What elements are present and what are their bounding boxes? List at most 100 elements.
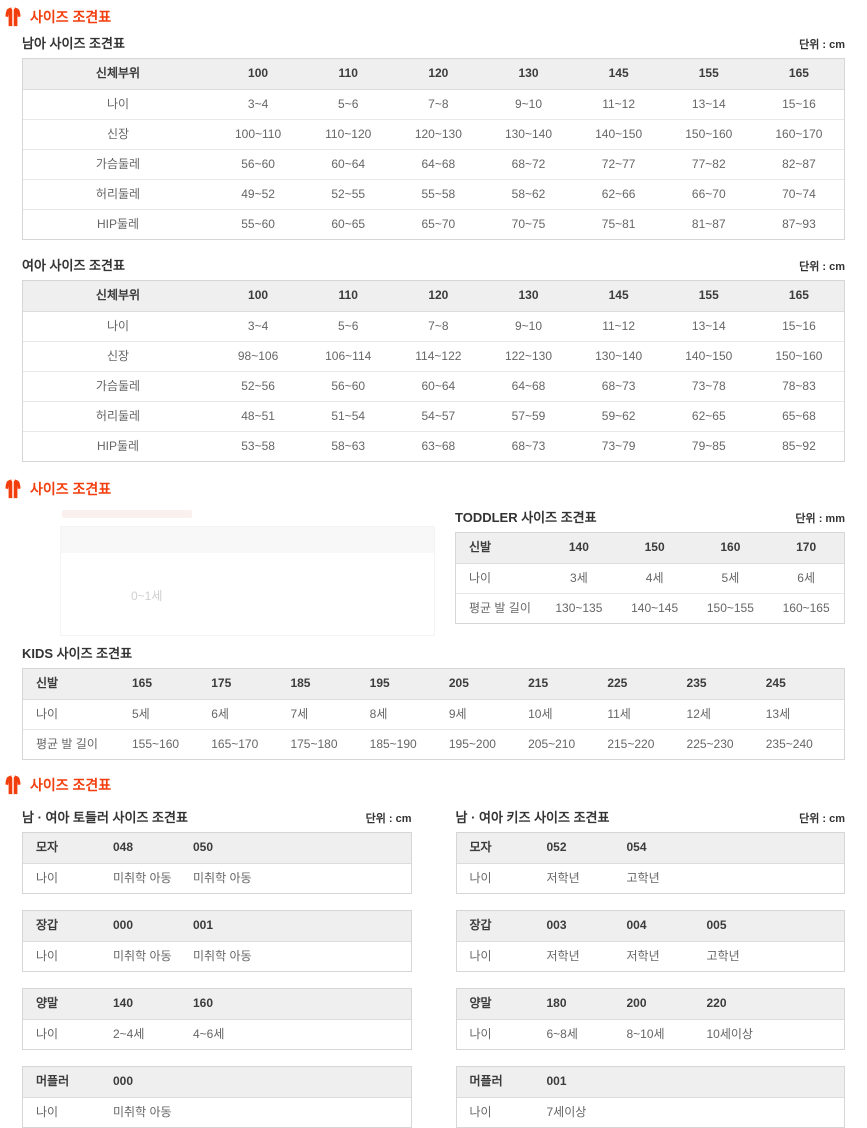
size-table: 장갑 000 001 나이 미취학 아동 미취학 아동 (22, 910, 412, 972)
row-label-cell: 나이 (469, 949, 492, 963)
value-cell: 150~160 (775, 349, 823, 363)
value-cell: 195 (369, 676, 390, 690)
value-cell: 160 (193, 996, 214, 1010)
table-header-row: 모자 052 054 (456, 833, 845, 863)
filler-cell (261, 864, 411, 893)
faded-baby-chart-ghost: 0~1세 (22, 508, 455, 636)
value-cell: 175~180 (290, 737, 338, 751)
row-label-cell: 나이 (36, 949, 59, 963)
value-cell: 15~16 (782, 319, 816, 333)
unit-label: 단위 : cm (799, 813, 845, 825)
value-cell: 140~150 (685, 349, 733, 363)
table-row: 나이 5세 6세 7세 8세 9세 10세 11세 12세 13세 (23, 699, 844, 729)
jacket-icon (5, 775, 21, 795)
section-apparel-sizes: 사이즈 조견표 남아 사이즈 조견표 단위 : cm 신체부위 100 110 120… (0, 0, 867, 462)
value-cell: 000 (113, 1074, 134, 1088)
value-cell: 59~62 (601, 409, 636, 423)
accessory-table-wrap: 장갑 003 004 005 나이 저학년 저학년 고학년 (455, 910, 845, 972)
filler-cell (615, 1067, 845, 1097)
value-cell: 150~155 (706, 601, 754, 615)
value-cell: 130 (518, 288, 539, 302)
value-cell: 155 (698, 288, 719, 302)
value-cell: 106~114 (325, 349, 372, 363)
size-table: 모자 052 054 나이 저학년 고학년 (455, 832, 845, 894)
value-cell: 170 (796, 540, 817, 554)
value-cell: 5~6 (338, 97, 359, 111)
girls-table-title: 여아 사이즈 조견표 (22, 258, 125, 273)
size-table: 양말 140 160 나이 2~4세 4~6세 (22, 988, 412, 1050)
value-cell: 150 (644, 540, 665, 554)
value-cell: 8~10세 (626, 1027, 665, 1041)
section-shoe-sizes: 사이즈 조견표 0~1세 TODDLER 사이즈 조견표 단위 : mm 신발 1… (0, 476, 867, 760)
table-row: HIP둘레 53~58 58~63 63~68 68~73 73~79 79~85 85~92 (23, 431, 844, 461)
kids-accessory-tables-host: 모자 052 054 나이 저학년 고학년 장갑 003 004 005 나이 저학년 저학년 고학년 양말… (455, 832, 845, 1128)
value-cell: 55~60 (241, 217, 275, 231)
kids-table-title: KIDS 사이즈 조견표 (22, 646, 133, 661)
value-cell: 미취학 아동 (113, 949, 172, 963)
unit-label: 단위 : cm (365, 813, 412, 825)
value-cell: 225 (607, 676, 628, 690)
value-cell: 005 (706, 918, 727, 932)
row-label-cell: 장갑 (36, 918, 59, 932)
value-cell: 004 (626, 918, 647, 932)
value-cell: 215 (528, 676, 549, 690)
value-cell: 70~75 (511, 217, 546, 231)
value-cell: 3세 (570, 571, 588, 585)
value-cell: 52~55 (331, 187, 366, 201)
girls-size-table-host: 신체부위 100 110 120 130 145 155 165 나이 3~4 5~6 7~8 9~10… (22, 280, 845, 462)
value-cell: 5세 (132, 707, 150, 721)
table-header-row: 신발 165 175 185 195 205 215 225 235 245 (23, 669, 844, 699)
table-row: 나이 2~4세 4~6세 (23, 1019, 411, 1049)
value-cell: 001 (193, 918, 214, 932)
kids-size-table-host: 신발 165 175 185 195 205 215 225 235 245 나이 5세 6세 7세 8세 9… (22, 668, 845, 760)
row-label-cell: 머플러 (36, 1074, 70, 1088)
table-header-row: 양말 180 200 220 (456, 989, 845, 1019)
table-header-row: 신체부위 100 110 120 130 145 155 165 (23, 281, 844, 311)
filler-cell (695, 864, 845, 893)
table-row: 나이 3세 4세 5세 6세 (456, 563, 844, 593)
value-cell: 4세 (645, 571, 664, 585)
table-header-row: 장갑 003 004 005 (456, 911, 844, 941)
value-cell: 60~64 (331, 157, 366, 171)
row-label-cell: 평균 발 길이 (36, 737, 98, 751)
table-row: 나이 저학년 고학년 (456, 863, 845, 893)
row-label-cell: 나이 (469, 1027, 492, 1041)
girls-size-block: 여아 사이즈 조견표 단위 : cm 신체부위 100 110 120 130 145 15… (22, 256, 845, 462)
value-cell: 195~200 (448, 737, 496, 751)
table-row: 나이 미취학 아동 미취학 아동 (23, 941, 411, 971)
value-cell: 6~8세 (546, 1027, 578, 1041)
value-cell: 6세 (797, 571, 815, 585)
value-cell: 고학년 (706, 949, 740, 963)
table-header-row: 머플러 001 (456, 1067, 845, 1097)
toddler-size-table-host: 신발 140 150 160 170 나이 3세 4세 5세 6세 평균 발 길이 130~135 14… (455, 532, 845, 624)
value-cell: 72~77 (601, 157, 636, 171)
row-label-cell: 양말 (36, 996, 59, 1010)
row-label-cell: 가슴둘레 (95, 379, 141, 393)
value-cell: 9~10 (514, 319, 542, 333)
table-row: 신장 100~110 110~120 120~130 130~140 140~150 150… (23, 119, 844, 149)
row-label-cell: 신장 (106, 127, 130, 141)
unit-label: 단위 : mm (795, 513, 845, 525)
value-cell: 66~70 (691, 187, 726, 201)
value-cell: 60~65 (331, 217, 366, 231)
value-cell: 85~92 (782, 439, 816, 453)
value-cell: 저학년 (626, 949, 660, 963)
table-header-row: 신발 140 150 160 170 (456, 533, 844, 563)
value-cell: 245 (765, 676, 786, 690)
value-cell: 220 (706, 996, 727, 1010)
value-cell: 87~93 (782, 217, 816, 231)
value-cell: 68~73 (601, 379, 636, 393)
table-row: 나이 7세이상 (456, 1097, 844, 1127)
value-cell: 65~70 (421, 217, 456, 231)
ghost-table-header (61, 527, 434, 553)
value-cell: 73~78 (691, 379, 726, 393)
filler-cell (695, 833, 845, 863)
value-cell: 110 (338, 288, 358, 302)
filler-cell (775, 989, 845, 1019)
toddler-accessories-title: 남 · 여아 토들러 사이즈 조견표 (22, 810, 188, 825)
row-label-cell: 허리둘레 (95, 409, 141, 423)
value-cell: 13세 (765, 707, 791, 721)
row-label-cell: 신체부위 (95, 288, 141, 302)
value-cell: 165 (788, 66, 809, 80)
value-cell: 001 (546, 1074, 567, 1088)
